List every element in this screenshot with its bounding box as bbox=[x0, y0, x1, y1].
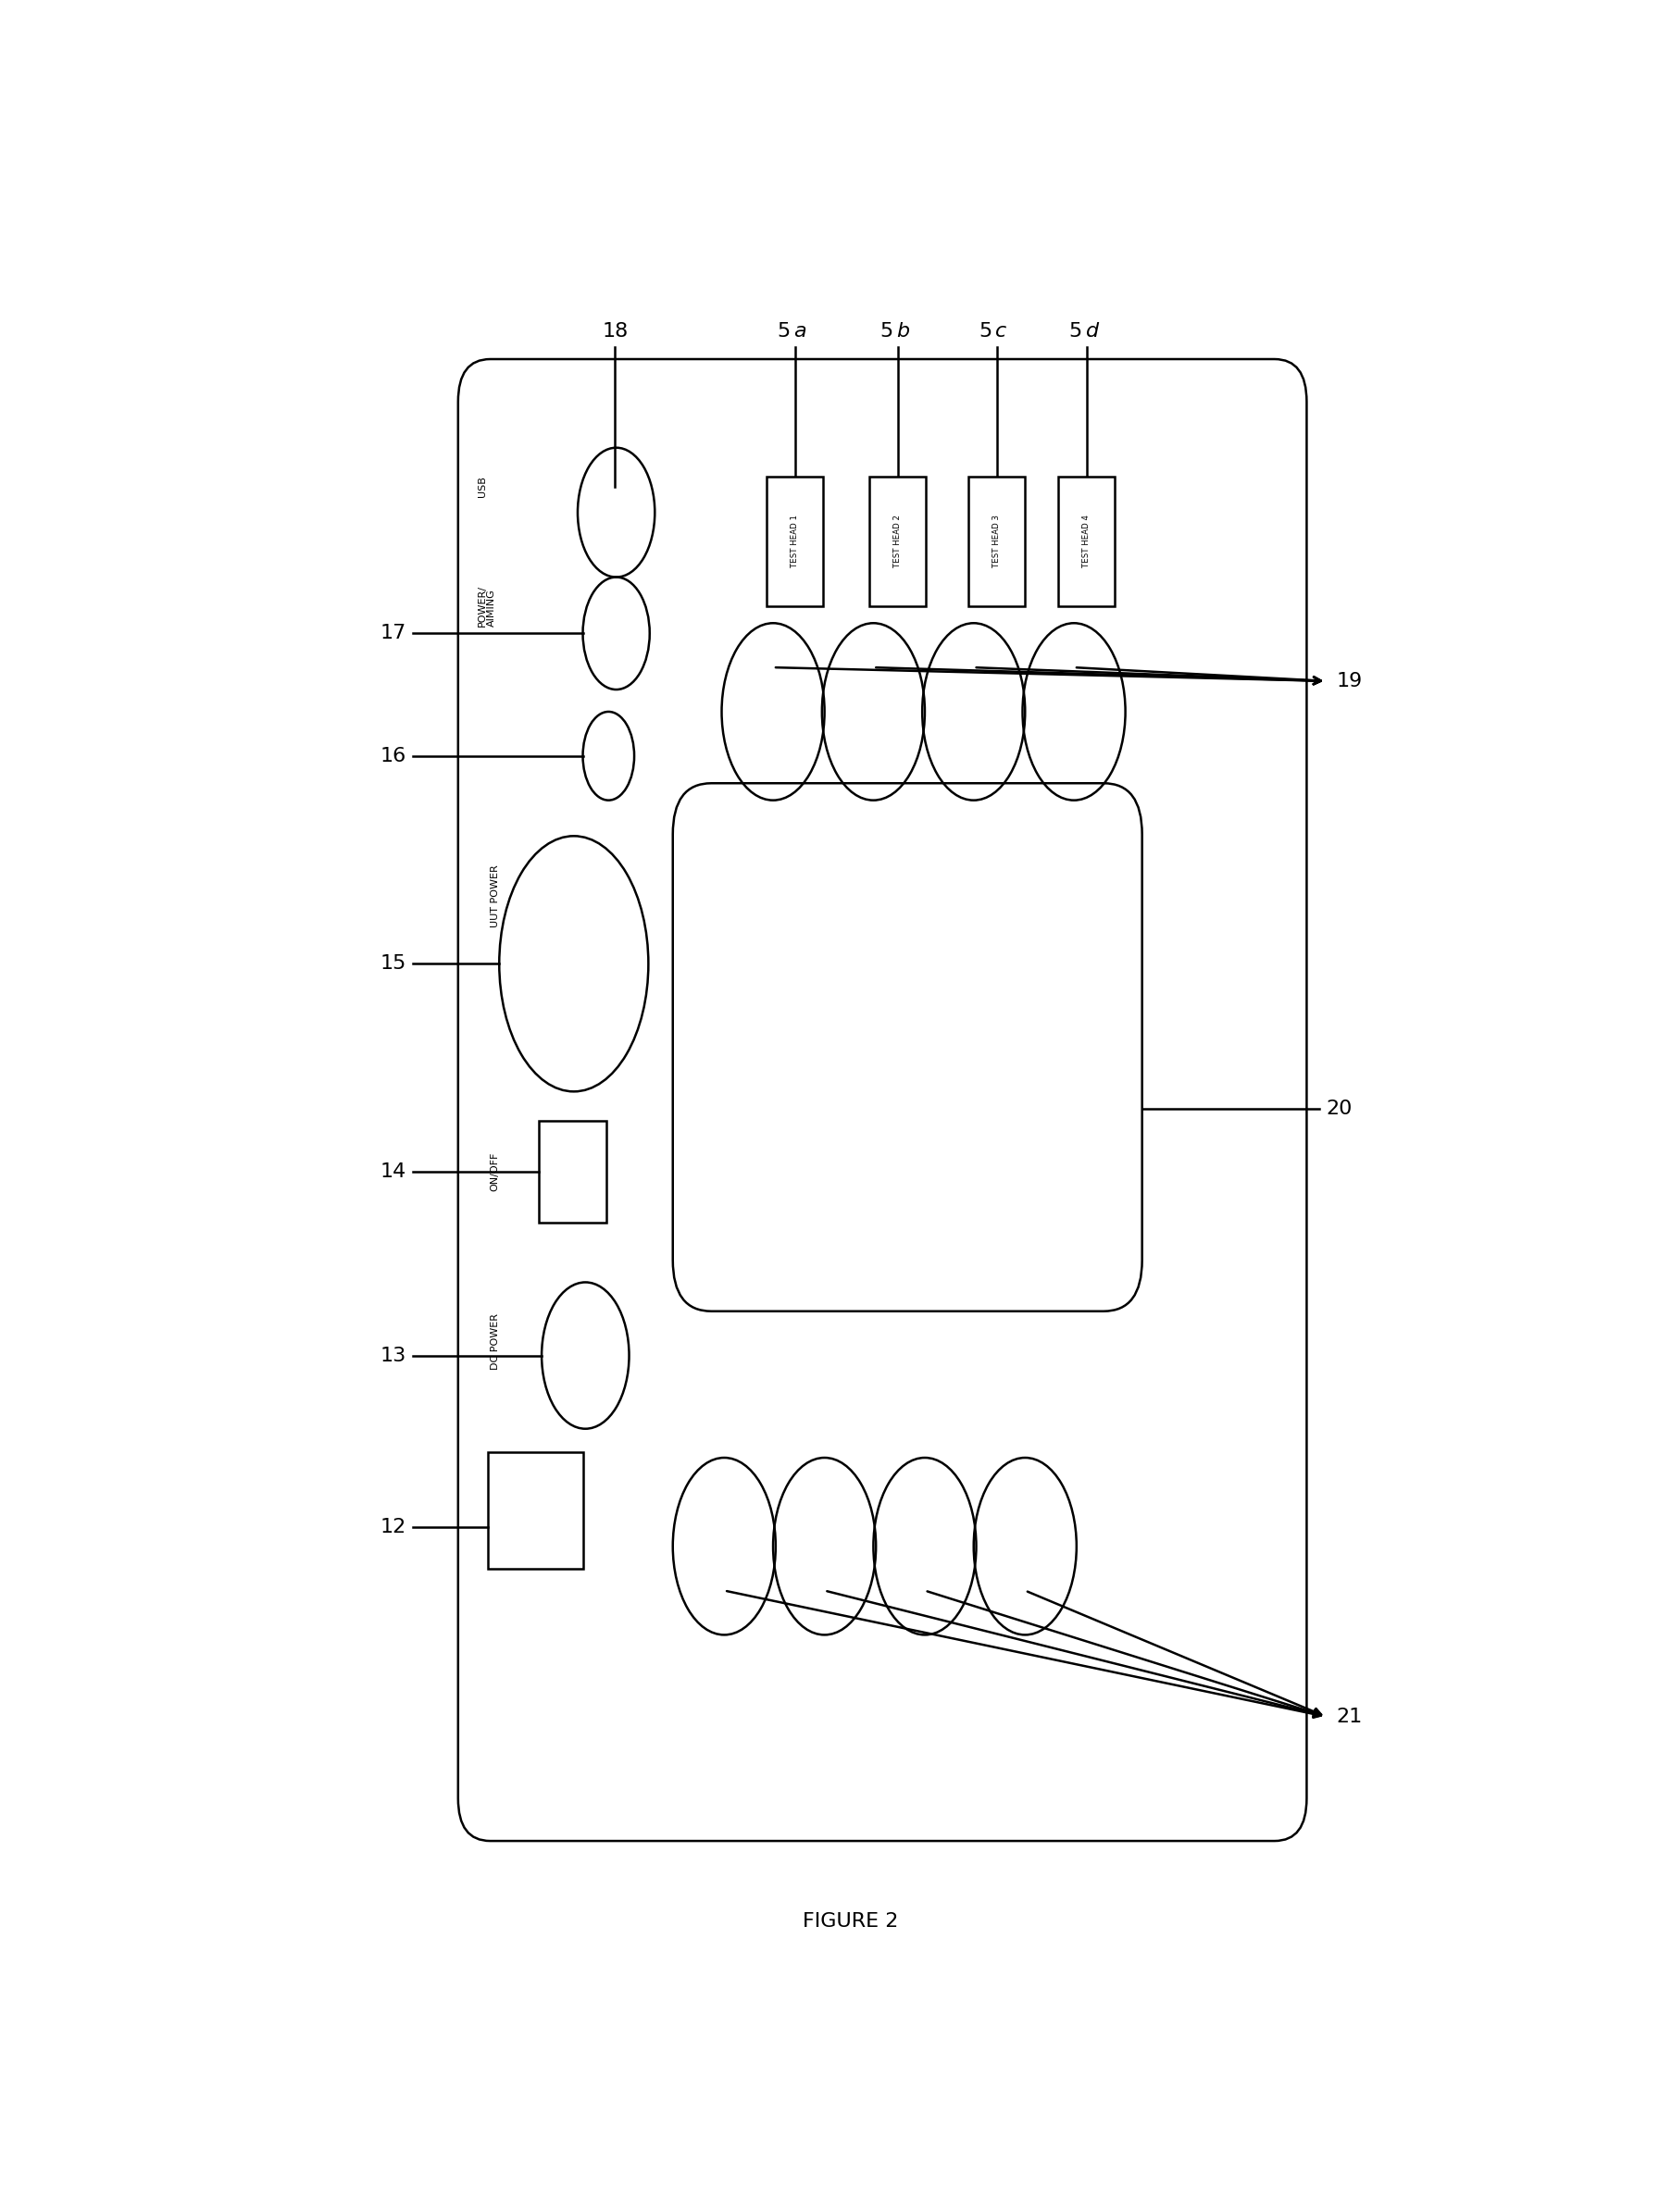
Text: 20: 20 bbox=[1326, 1099, 1352, 1117]
Text: 15: 15 bbox=[380, 956, 406, 973]
Text: TEST HEAD 4: TEST HEAD 4 bbox=[1083, 515, 1092, 568]
Text: 5: 5 bbox=[979, 323, 992, 341]
Text: UUT POWER: UUT POWER bbox=[491, 865, 499, 927]
FancyBboxPatch shape bbox=[458, 358, 1307, 1840]
Text: POWER/
AIMING: POWER/ AIMING bbox=[478, 586, 496, 626]
Text: 5: 5 bbox=[879, 323, 893, 341]
Text: TEST HEAD 3: TEST HEAD 3 bbox=[992, 515, 1000, 568]
Text: 5: 5 bbox=[1068, 323, 1082, 341]
Text: a: a bbox=[793, 323, 806, 341]
Text: AC POWER: AC POWER bbox=[491, 1484, 499, 1540]
FancyBboxPatch shape bbox=[488, 1453, 582, 1568]
Text: TEST HEAD 1: TEST HEAD 1 bbox=[791, 515, 800, 568]
Text: d: d bbox=[1085, 323, 1098, 341]
Text: DC POWER: DC POWER bbox=[491, 1314, 499, 1369]
Text: 17: 17 bbox=[380, 624, 406, 644]
FancyBboxPatch shape bbox=[539, 1121, 606, 1223]
FancyBboxPatch shape bbox=[674, 783, 1141, 1312]
FancyBboxPatch shape bbox=[1058, 476, 1115, 606]
Text: ON/OFF: ON/OFF bbox=[491, 1152, 499, 1192]
Text: 21: 21 bbox=[1335, 1708, 1362, 1725]
Text: FIGURE 2: FIGURE 2 bbox=[803, 1911, 898, 1931]
Text: 18: 18 bbox=[602, 323, 629, 341]
FancyBboxPatch shape bbox=[869, 476, 926, 606]
Text: 19: 19 bbox=[1335, 672, 1362, 690]
Text: c: c bbox=[995, 323, 1007, 341]
Text: 14: 14 bbox=[380, 1161, 406, 1181]
Text: 12: 12 bbox=[380, 1517, 406, 1537]
Text: 5: 5 bbox=[776, 323, 790, 341]
Text: 16: 16 bbox=[380, 748, 406, 765]
Text: TEST HEAD 2: TEST HEAD 2 bbox=[894, 515, 902, 568]
FancyBboxPatch shape bbox=[969, 476, 1025, 606]
FancyBboxPatch shape bbox=[766, 476, 823, 606]
Text: 13: 13 bbox=[380, 1347, 406, 1365]
Text: USB: USB bbox=[478, 476, 486, 498]
Text: b: b bbox=[896, 323, 909, 341]
